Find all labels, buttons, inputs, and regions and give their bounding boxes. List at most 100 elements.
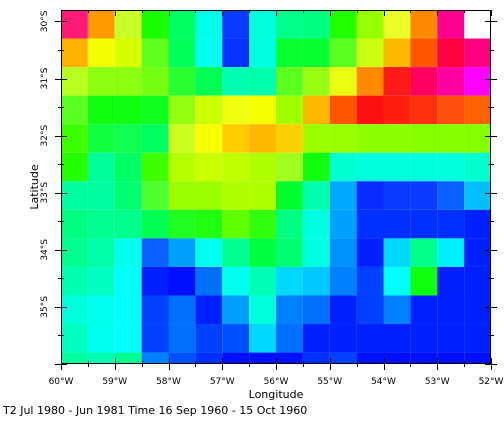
- heatmap-cell: [168, 67, 196, 96]
- heatmap-cell: [410, 238, 438, 267]
- heatmap-cell: [141, 67, 169, 96]
- heatmap-cell: [437, 95, 465, 125]
- heatmap-cell: [356, 266, 384, 296]
- heatmap-cell: [195, 352, 223, 364]
- heatmap-cell: [87, 209, 115, 239]
- heatmap-cell: [222, 295, 250, 325]
- heatmap-cell: [356, 181, 384, 210]
- heatmap-cell: [464, 352, 491, 364]
- heatmap-cell: [383, 95, 411, 125]
- heatmap-cell: [437, 124, 465, 153]
- heatmap-cell: [61, 152, 88, 182]
- heatmap-cell: [141, 295, 169, 325]
- heatmap-cell: [383, 124, 411, 153]
- heatmap-cells: [61, 10, 491, 364]
- heatmap-cell: [195, 95, 223, 125]
- heatmap-cell: [302, 209, 330, 239]
- heatmap-cell: [141, 95, 169, 125]
- heatmap-cell: [114, 67, 142, 96]
- heatmap-cell: [141, 209, 169, 239]
- heatmap-cell: [437, 324, 465, 353]
- heatmap-cell: [168, 10, 196, 39]
- heatmap-cell: [87, 152, 115, 182]
- heatmap-cell: [276, 238, 303, 267]
- heatmap-cell: [222, 152, 250, 182]
- heatmap-cell: [114, 152, 142, 182]
- heatmap-cell: [114, 209, 142, 239]
- heatmap-cell: [383, 209, 411, 239]
- heatmap-cell: [410, 67, 438, 96]
- heatmap-cell: [356, 10, 384, 39]
- heatmap-cell: [222, 209, 250, 239]
- y-tick-label: 33°S: [40, 182, 50, 204]
- heatmap-cell: [356, 95, 384, 125]
- heatmap-cell: [87, 124, 115, 153]
- y-tick-label: 34°S: [40, 239, 50, 261]
- y-tick-label: 31°S: [40, 67, 50, 89]
- heatmap-cell: [437, 266, 465, 296]
- x-tick-label: 60°W: [49, 377, 74, 387]
- heatmap-cell: [356, 124, 384, 153]
- x-tick-label: 53°W: [425, 377, 450, 387]
- x-tick-label: 55°W: [317, 377, 342, 387]
- heatmap-cell: [141, 124, 169, 153]
- heatmap-cell: [87, 324, 115, 353]
- heatmap-cell: [383, 266, 411, 296]
- heatmap-cell: [276, 295, 303, 325]
- heatmap-cell: [222, 352, 250, 364]
- heatmap-cell: [61, 238, 88, 267]
- heatmap-cell: [141, 10, 169, 39]
- heatmap-cell: [437, 38, 465, 68]
- heatmap-cell: [61, 67, 88, 96]
- heatmap-cell: [249, 324, 276, 353]
- heatmap-cell: [437, 295, 465, 325]
- heatmap-cell: [141, 38, 169, 68]
- heatmap-cell: [437, 10, 465, 39]
- x-tick-label: 54°W: [371, 377, 396, 387]
- heatmap-cell: [437, 181, 465, 210]
- heatmap-cell: [410, 266, 438, 296]
- heatmap-cell: [195, 10, 223, 39]
- heatmap-cell: [383, 238, 411, 267]
- heatmap-cell: [168, 38, 196, 68]
- heatmap-cell: [114, 181, 142, 210]
- heatmap-cell: [437, 209, 465, 239]
- heatmap-cell: [383, 352, 411, 364]
- heatmap-cell: [61, 295, 88, 325]
- heatmap-cell: [87, 38, 115, 68]
- heatmap-cell: [329, 38, 357, 68]
- heatmap-cell: [329, 67, 357, 96]
- heatmap-cell: [195, 324, 223, 353]
- heatmap-cell: [356, 38, 384, 68]
- heatmap-cell: [356, 209, 384, 239]
- heatmap-cell: [249, 266, 276, 296]
- heatmap-cell: [276, 209, 303, 239]
- heatmap-cell: [249, 67, 276, 96]
- heatmap-cell: [276, 10, 303, 39]
- heatmap-cell: [114, 124, 142, 153]
- heatmap-cell: [61, 95, 88, 125]
- heatmap-cell: [329, 238, 357, 267]
- heatmap-cell: [87, 181, 115, 210]
- heatmap-cell: [329, 95, 357, 125]
- heatmap-cell: [329, 352, 357, 364]
- heatmap-cell: [302, 67, 330, 96]
- heatmap-cell: [61, 10, 88, 39]
- heatmap-cell: [329, 324, 357, 353]
- heatmap-cell: [437, 152, 465, 182]
- heatmap-cell: [383, 324, 411, 353]
- x-tick-label: 59°W: [102, 377, 127, 387]
- heatmap-cell: [141, 324, 169, 353]
- y-tick-label: 35°S: [40, 296, 50, 318]
- heatmap-cell: [195, 181, 223, 210]
- heatmap-cell: [141, 352, 169, 364]
- heatmap-cell: [249, 95, 276, 125]
- axis-ticks: 60°W 59°W 58°W 57°W 56°W 55°W 54°W 53°W 52°W 30°S…: [40, 10, 504, 387]
- heatmap-cell: [276, 152, 303, 182]
- heatmap-cell: [276, 38, 303, 68]
- heatmap-cell: [222, 67, 250, 96]
- heatmap-cell: [437, 238, 465, 267]
- heatmap-cell: [222, 95, 250, 125]
- heatmap-cell: [168, 352, 196, 364]
- heatmap-cell: [302, 181, 330, 210]
